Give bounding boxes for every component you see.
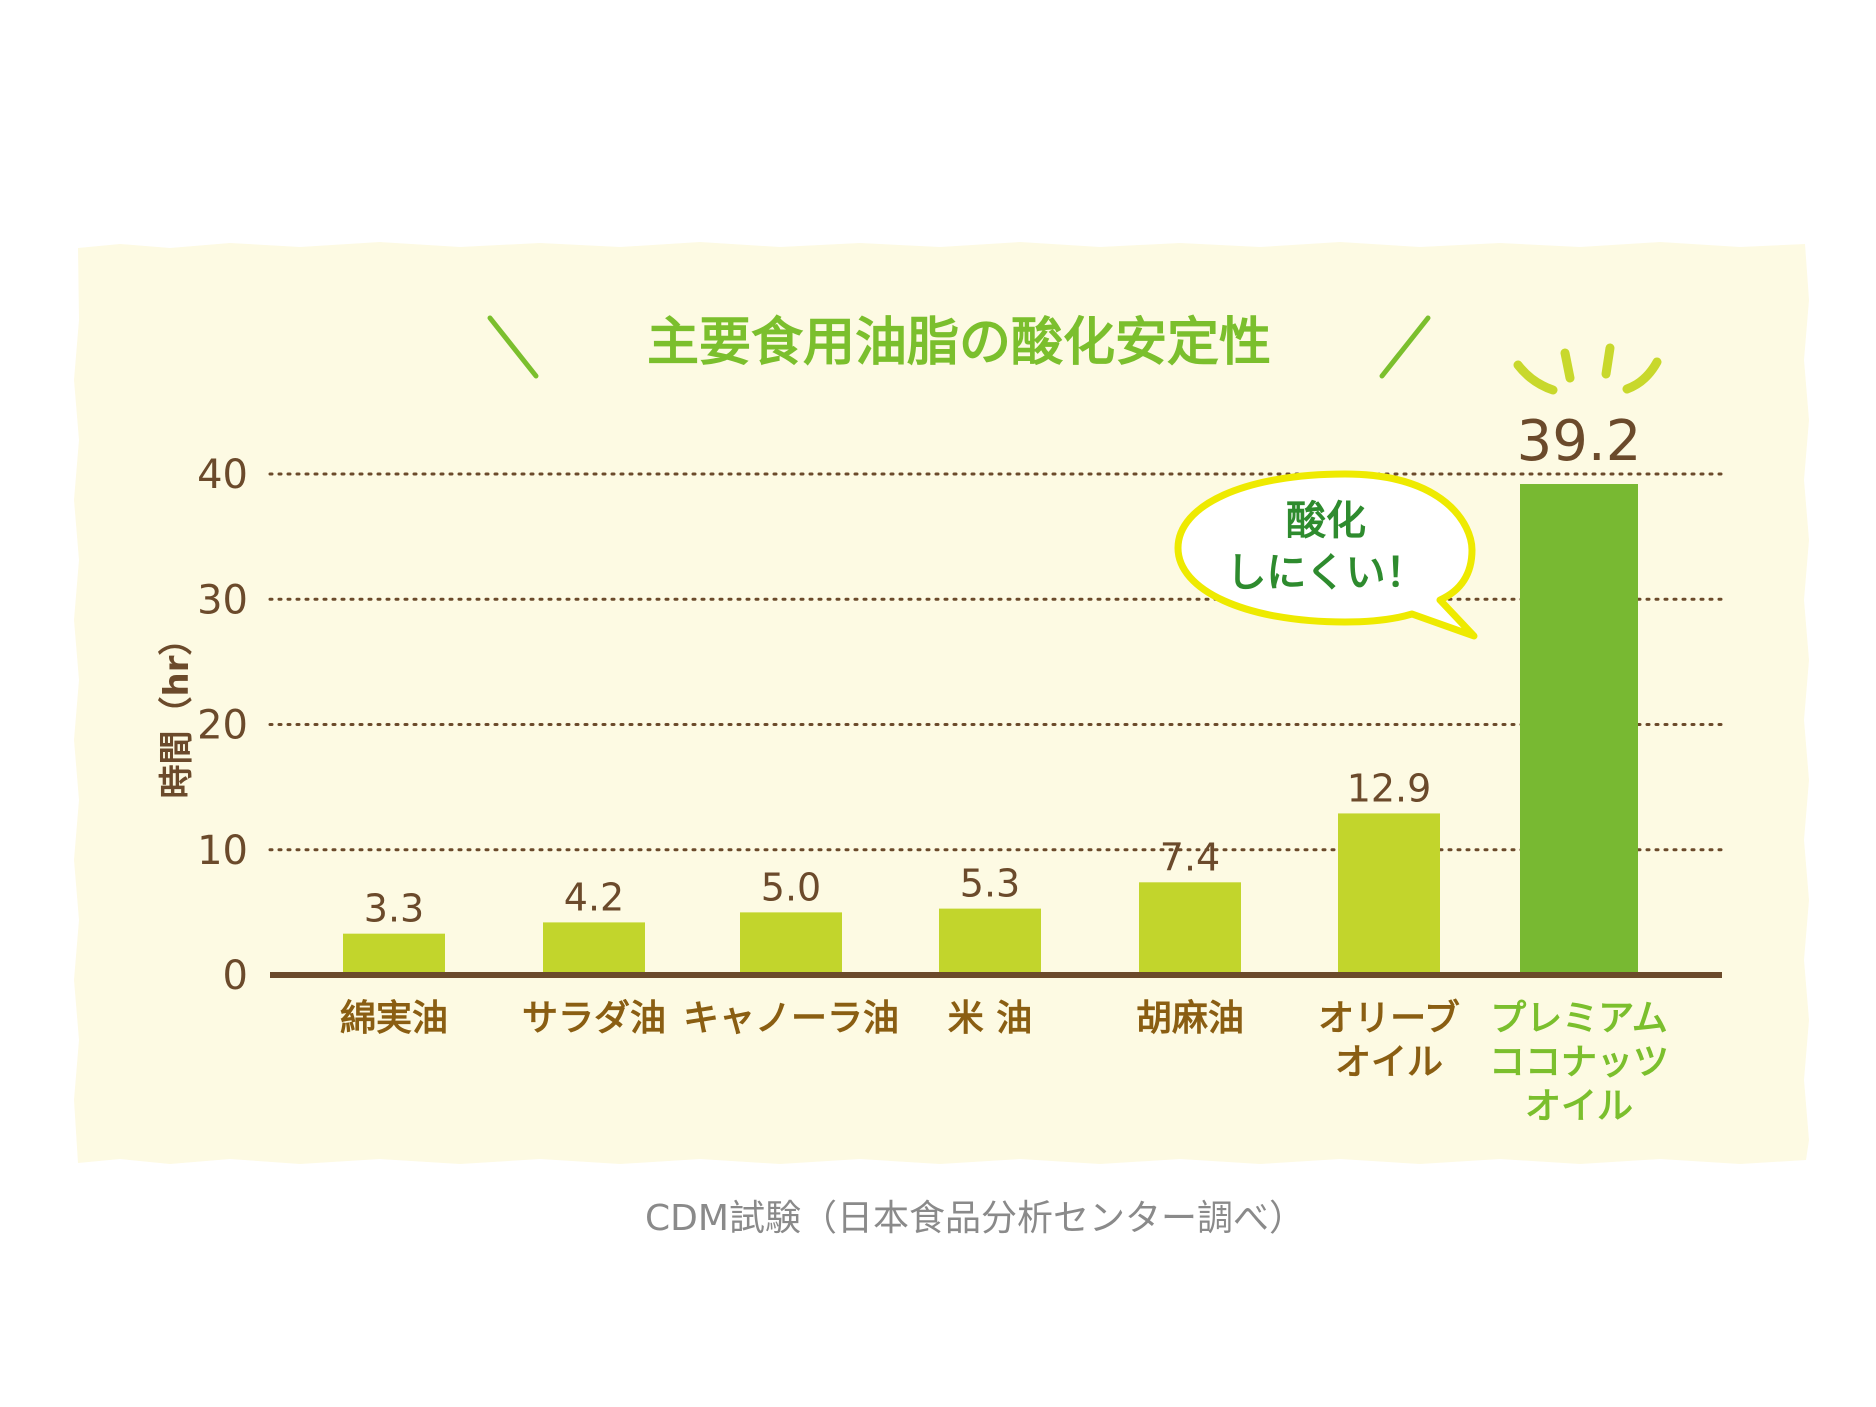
bar-value-label: 7.4 [1160, 835, 1220, 879]
bar [740, 912, 842, 975]
bar-value-label: 12.9 [1347, 766, 1432, 810]
y-tick-label: 40 [197, 452, 248, 498]
bar [1520, 484, 1638, 975]
bar-value-label: 5.0 [761, 865, 821, 909]
bubble-text-line2: しにくい！ [1226, 550, 1425, 596]
title-deco-right [1379, 315, 1431, 379]
category-label: オイル [1525, 1086, 1633, 1127]
chart-title: 主要食用油脂の酸化安定性 [647, 313, 1271, 373]
category-label: オイル [1335, 1042, 1443, 1083]
emphasis-marks [1513, 343, 1662, 395]
bar [1139, 882, 1241, 975]
category-label: 綿実油 [340, 998, 448, 1039]
bar [543, 922, 645, 975]
value-labels: 3.3 4.2 5.0 5.3 7.4 12.9 39.2 [364, 409, 1642, 931]
bars [343, 484, 1638, 975]
title-deco-left [487, 315, 539, 379]
bar-value-label: 3.3 [364, 887, 424, 931]
bubble-text-line1: 酸化 [1286, 498, 1366, 544]
category-labels: 綿実油 サラダ油 キャノーラ油米 油胡麻油 オリーブオイルプレミアムココナッツオイル [340, 997, 1669, 1127]
category-label: サラダ油 [522, 998, 666, 1039]
y-tick-label: 10 [197, 828, 248, 874]
y-tick-label: 0 [223, 953, 248, 999]
bar [939, 908, 1041, 975]
category-label: プレミアム [1490, 998, 1667, 1039]
bar [343, 933, 445, 975]
y-tick-labels: 0 10 20 30 40 [197, 452, 248, 999]
category-label: キャノーラ油 [683, 998, 899, 1039]
y-tick-label: 20 [197, 703, 248, 749]
y-tick-label: 30 [197, 577, 248, 623]
bar [1338, 813, 1440, 975]
category-label: 胡麻油 [1136, 998, 1244, 1039]
y-axis-label: 時間（hr） [157, 622, 197, 799]
bar-value-label: 5.3 [960, 862, 1020, 906]
category-label: 米 油 [948, 998, 1033, 1039]
category-label: ココナッツ [1489, 1042, 1669, 1083]
speech-bubble: 酸化 しにくい！ [1174, 470, 1478, 640]
category-label: オリーブ [1318, 997, 1460, 1039]
bar-value-label: 39.2 [1517, 409, 1642, 474]
grid-lines [268, 472, 1724, 852]
source-note: CDM試験（日本食品分析センター調べ） [645, 1198, 1305, 1239]
bar-value-label: 4.2 [564, 875, 624, 919]
